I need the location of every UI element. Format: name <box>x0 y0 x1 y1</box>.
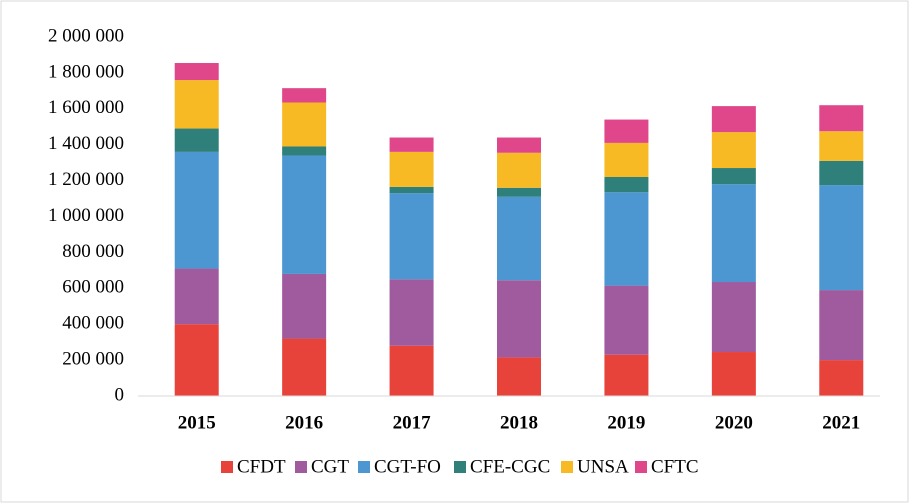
legend-label: CGT-FO <box>374 456 441 477</box>
bar-segment <box>819 290 864 361</box>
bar-segment <box>604 192 649 286</box>
y-tick-label: 0 <box>115 384 125 405</box>
legend-swatch <box>561 461 573 473</box>
bar-segment <box>604 142 649 178</box>
bar-segment <box>174 151 219 269</box>
bar-segment <box>174 80 219 129</box>
y-tick-label: 1 800 000 <box>48 61 124 82</box>
y-tick-label: 1 600 000 <box>48 97 124 118</box>
bar-segment <box>604 354 649 396</box>
bar-segment <box>389 279 434 346</box>
bar-segment <box>282 155 327 274</box>
legend-swatch <box>635 461 647 473</box>
y-tick-label: 1 000 000 <box>48 205 124 226</box>
y-tick-label: 1 200 000 <box>48 169 124 190</box>
bar-segment <box>819 185 864 291</box>
bar-segment <box>819 105 864 132</box>
bar-segment <box>711 352 756 396</box>
bar-segment <box>389 193 434 280</box>
bar-segment <box>282 338 327 396</box>
legend-swatch <box>221 461 233 473</box>
y-tick-label: 400 000 <box>62 313 124 334</box>
x-tick-label: 2016 <box>285 412 323 433</box>
x-tick-label: 2019 <box>607 412 645 433</box>
bar-segment <box>604 119 649 143</box>
x-tick-label: 2020 <box>715 412 753 433</box>
bar-segment <box>174 128 219 152</box>
legend-label: CGT <box>311 456 349 477</box>
bar-segment <box>711 132 756 169</box>
bar-segment <box>497 137 541 153</box>
x-tick-label: 2021 <box>822 412 860 433</box>
bar-segment <box>497 280 541 358</box>
bar-segment <box>174 63 219 81</box>
bar-segment <box>604 285 649 355</box>
bar-segment <box>282 146 327 156</box>
bar-segment <box>282 102 327 147</box>
legend-label: UNSA <box>577 456 629 477</box>
bar-segment <box>497 187 541 197</box>
bar-segment <box>389 137 434 152</box>
legend-label: CFDT <box>237 456 286 477</box>
bar-segment <box>174 324 219 396</box>
bar-segment <box>282 88 327 103</box>
bar-segment <box>711 168 756 185</box>
legend-swatch <box>454 461 466 473</box>
bar-segment <box>604 177 649 193</box>
bar-segment <box>282 273 327 339</box>
bar-segment <box>174 268 219 325</box>
legend-swatch <box>295 461 307 473</box>
bar-segment <box>819 131 864 161</box>
bar-segment <box>497 357 541 396</box>
bar-segment <box>497 196 541 281</box>
bar-segment <box>497 152 541 188</box>
y-tick-label: 200 000 <box>62 348 124 369</box>
bar-segment <box>819 160 864 186</box>
y-tick-label: 2 000 000 <box>48 25 124 46</box>
bar-segment <box>711 106 756 133</box>
x-tick-label: 2017 <box>393 412 432 433</box>
legend-label: CFTC <box>651 456 699 477</box>
legend-label: CFE-CGC <box>470 456 550 477</box>
bar-segment <box>819 360 864 396</box>
x-tick-label: 2015 <box>178 412 216 433</box>
bar-segment <box>389 186 434 194</box>
x-tick-label: 2018 <box>500 412 538 433</box>
bar-segment <box>711 282 756 353</box>
y-tick-label: 1 400 000 <box>48 133 124 154</box>
y-tick-label: 800 000 <box>62 241 124 262</box>
bar-segment <box>389 151 434 187</box>
y-tick-label: 600 000 <box>62 277 124 298</box>
bar-segment <box>389 345 434 396</box>
bar-segment <box>711 184 756 283</box>
legend-swatch <box>358 461 370 473</box>
